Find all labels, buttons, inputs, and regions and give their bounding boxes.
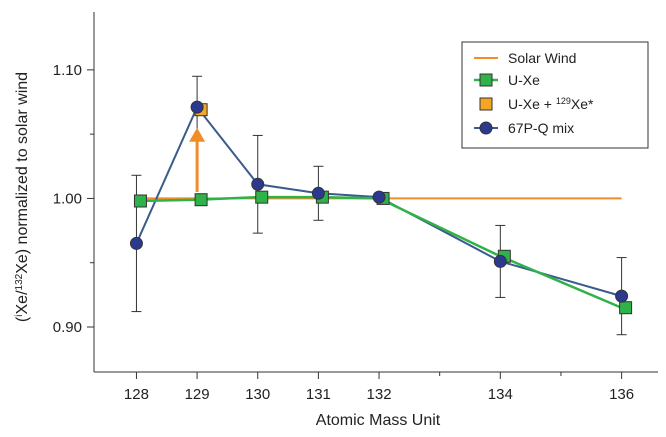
y-axis-title: (iXe/132Xe) normalized to solar wind xyxy=(14,72,32,322)
axes: 0.90 1.00 1.10 128 129 130 131 132 134 136 xyxy=(53,12,658,403)
y-tick-label: 0.90 xyxy=(53,319,82,336)
annotations xyxy=(189,127,206,192)
67p-q-mix-point xyxy=(129,236,143,250)
x-tick-label: 132 xyxy=(367,386,392,403)
67p-q-mix-point xyxy=(251,177,265,191)
67p-q-mix-point xyxy=(615,289,629,303)
legend-swatch-u-xe-129 xyxy=(479,97,493,111)
legend-label: Solar Wind xyxy=(508,50,576,66)
x-axis-title: Atomic Mass Unit xyxy=(316,412,441,429)
u-xe-point xyxy=(133,194,147,208)
legend-swatch-67p-q-mix xyxy=(479,121,493,135)
67p-q-mix-point xyxy=(311,186,325,200)
67p-q-mix-point xyxy=(372,190,386,204)
arrow-head xyxy=(189,127,206,142)
legend-label: U-Xe + 129Xe* xyxy=(508,96,594,112)
u-xe-point xyxy=(255,190,269,204)
legend: Solar Wind U-Xe U-Xe + 129Xe* 67P-Q mix xyxy=(461,41,649,149)
legend-box xyxy=(461,41,649,149)
x-tick-label: 131 xyxy=(306,386,331,403)
legend-swatch-u-xe xyxy=(479,73,493,87)
y-tick-label: 1.10 xyxy=(53,62,82,79)
x-tick-label: 129 xyxy=(185,386,210,403)
legend-label: U-Xe xyxy=(508,72,540,88)
y-tick-label: 1.00 xyxy=(53,190,82,207)
67p-q-mix-point xyxy=(190,100,204,114)
legend-label: 67P-Q mix xyxy=(508,120,574,136)
x-tick-label: 134 xyxy=(488,386,513,403)
series-u-xe-line xyxy=(136,195,623,309)
u-xe-point xyxy=(619,301,633,315)
u-xe-point xyxy=(194,193,208,207)
67p-q-mix-point xyxy=(493,254,507,268)
x-tick-label: 130 xyxy=(245,386,270,403)
x-tick-label: 136 xyxy=(609,386,634,403)
markers xyxy=(129,100,633,315)
x-tick-label: 128 xyxy=(124,386,149,403)
